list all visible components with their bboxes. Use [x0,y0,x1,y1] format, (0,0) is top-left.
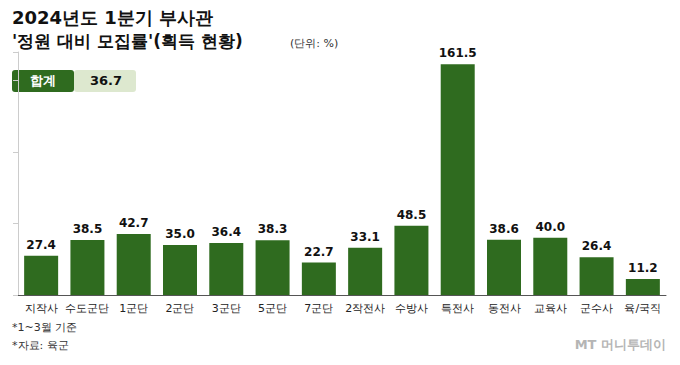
svg-text:동전사: 동전사 [488,302,521,315]
svg-text:5군단: 5군단 [258,302,287,315]
svg-text:*1~3월 기준: *1~3월 기준 [12,321,77,334]
svg-text:'정원 대비 모집률'(획득 현황): '정원 대비 모집률'(획득 현황) [12,31,243,51]
svg-text:36.7: 36.7 [90,73,122,88]
svg-text:38.5: 38.5 [73,222,103,236]
svg-text:지작사: 지작사 [25,302,58,315]
svg-text:36.4: 36.4 [211,225,241,239]
svg-text:특전사: 특전사 [441,302,474,315]
svg-text:33.1: 33.1 [350,230,380,244]
svg-text:수방사: 수방사 [395,302,428,315]
svg-text:38.3: 38.3 [258,222,288,236]
svg-text:(단위: %): (단위: %) [290,37,338,50]
svg-text:육/국직: 육/국직 [624,302,661,315]
svg-text:군수사: 군수사 [580,302,613,315]
svg-text:합계: 합계 [30,73,56,88]
svg-text:42.7: 42.7 [119,216,149,230]
svg-text:35.0: 35.0 [165,227,195,241]
svg-text:40.0: 40.0 [535,220,565,234]
svg-text:38.6: 38.6 [489,222,519,236]
svg-text:MT 머니투데이: MT 머니투데이 [575,337,666,352]
svg-text:2작전사: 2작전사 [345,302,385,315]
svg-text:22.7: 22.7 [304,245,334,259]
svg-text:26.4: 26.4 [582,239,612,253]
svg-text:11.2: 11.2 [628,261,658,275]
svg-text:교육사: 교육사 [534,302,567,315]
svg-text:27.4: 27.4 [26,238,56,252]
svg-text:1군단: 1군단 [119,302,148,315]
svg-text:7군단: 7군단 [304,302,333,315]
svg-text:3군단: 3군단 [212,302,241,315]
svg-text:48.5: 48.5 [397,208,427,222]
svg-text:2군단: 2군단 [166,302,195,315]
svg-text:161.5: 161.5 [439,46,477,60]
svg-text:수도군단: 수도군단 [65,302,109,315]
svg-text:*자료: 육군: *자료: 육군 [12,339,69,352]
svg-text:2024년도 1분기 부사관: 2024년도 1분기 부사관 [12,7,213,28]
